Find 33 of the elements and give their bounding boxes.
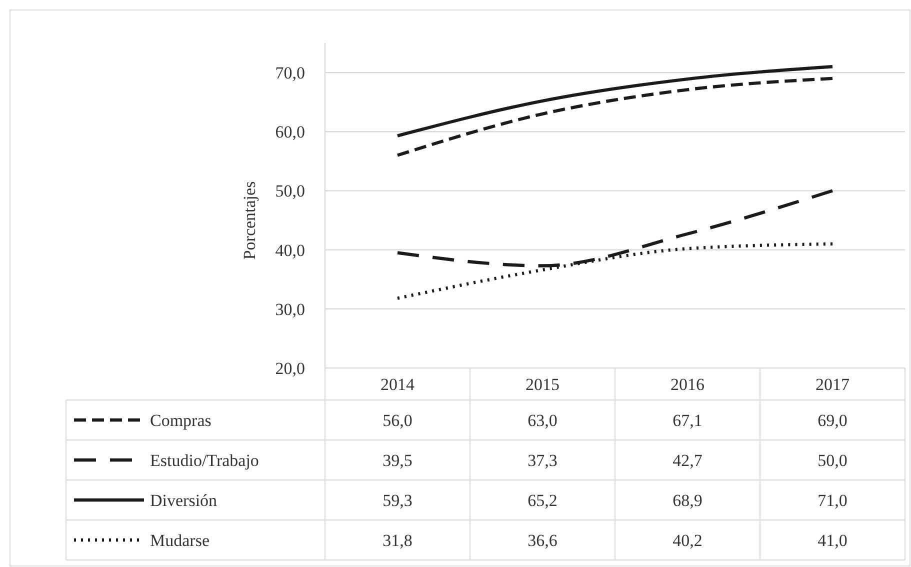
data-label: 42,7	[672, 450, 703, 470]
data-label: 36,6	[528, 530, 558, 550]
data-label: 40,2	[672, 530, 702, 550]
data-label: 31,8	[382, 530, 412, 550]
data-label: 67,1	[672, 410, 702, 430]
legend-label: Compras	[150, 410, 212, 430]
y-tick-label: 50,0	[275, 182, 305, 201]
data-label: 41,0	[818, 530, 848, 550]
y-tick-label: 70,0	[275, 63, 305, 82]
y-tick-label: 30,0	[275, 300, 305, 319]
x-tick-label: 2017	[816, 374, 850, 394]
y-tick-label: 20,0	[275, 358, 305, 378]
y-tick-label: 60,0	[275, 122, 305, 142]
data-label: 68,9	[672, 490, 702, 510]
line-series	[396, 76, 834, 157]
data-label: 63,0	[528, 410, 558, 430]
data-label: 65,2	[528, 490, 558, 510]
y-axis-title: Porcentajes	[240, 181, 259, 260]
legend-label: Estudio/Trabajo	[150, 450, 259, 470]
y-tick-label: 40,0	[275, 240, 305, 260]
data-label: 56,0	[382, 410, 412, 430]
data-label: 71,0	[818, 490, 848, 510]
x-tick-label: 2016	[670, 374, 704, 394]
data-label: 37,3	[528, 450, 558, 470]
line-series	[396, 65, 834, 138]
data-label: 50,0	[818, 450, 848, 470]
legend-label: Diversión	[150, 490, 218, 510]
legend-label: Mudarse	[150, 530, 210, 550]
data-label: 59,3	[382, 490, 412, 510]
data-label: 39,5	[382, 450, 412, 470]
data-label: 69,0	[818, 410, 848, 430]
x-tick-label: 2014	[380, 374, 415, 394]
x-tick-label: 2015	[526, 374, 560, 394]
